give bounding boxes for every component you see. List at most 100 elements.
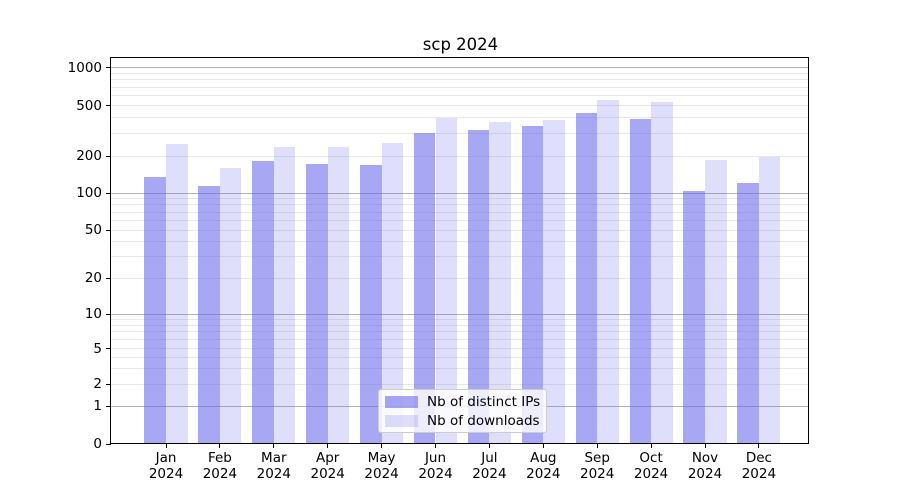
bar-distinct-ips-aug xyxy=(521,126,544,444)
legend-label-distinct-ips: Nb of distinct IPs xyxy=(427,393,541,410)
minor-gridline xyxy=(111,105,809,107)
x-tick-label-nov: Nov 2024 xyxy=(687,450,723,482)
bar-distinct-ips-jul xyxy=(467,129,490,444)
x-tick-mark xyxy=(327,444,329,448)
bar-distinct-ips-apr xyxy=(306,164,328,444)
bar-distinct-ips-nov xyxy=(683,190,705,444)
minor-gridline xyxy=(111,72,809,74)
bar-downloads-sep xyxy=(597,99,619,444)
x-tick-label-aug: Aug 2024 xyxy=(526,450,561,482)
bar-downloads-jun xyxy=(435,118,458,444)
legend: Nb of distinct IPs Nb of downloads xyxy=(378,389,547,433)
y-tick-mark xyxy=(106,67,111,68)
x-tick-label-dec: Dec 2024 xyxy=(741,450,777,482)
y-tick-label: 200 xyxy=(76,148,102,164)
minor-gridline xyxy=(111,241,809,243)
legend-item-downloads: Nb of downloads xyxy=(385,412,540,429)
y-tick-mark xyxy=(106,348,111,349)
minor-gridline xyxy=(111,331,809,333)
y-tick-label: 1000 xyxy=(67,59,102,76)
y-tick-mark xyxy=(106,405,111,407)
x-tick-label-sep: Sep 2024 xyxy=(580,450,615,482)
x-tick-mark xyxy=(542,444,544,448)
minor-gridline xyxy=(111,348,809,349)
y-tick-label: 10 xyxy=(84,306,102,322)
minor-gridline xyxy=(111,318,809,320)
y-tick-mark xyxy=(106,443,111,445)
minor-gridline xyxy=(111,95,809,97)
x-tick-label-mar: Mar 2024 xyxy=(256,450,291,482)
bar-downloads-may xyxy=(381,142,404,444)
bar-downloads-feb xyxy=(219,167,242,444)
minor-gridline xyxy=(111,277,809,279)
bar-distinct-ips-oct xyxy=(629,118,652,444)
minor-gridline xyxy=(111,383,809,385)
major-gridline xyxy=(111,313,809,315)
y-tick-label: 20 xyxy=(84,270,102,287)
minor-gridline xyxy=(111,117,809,119)
minor-gridline xyxy=(111,324,809,326)
bar-distinct-ips-jun xyxy=(413,132,436,444)
y-tick-label: 50 xyxy=(84,222,102,238)
y-tick-label: 1 xyxy=(93,398,102,414)
minor-gridline xyxy=(111,79,809,81)
x-tick-label-feb: Feb 2024 xyxy=(202,450,238,482)
x-tick-mark xyxy=(273,444,275,448)
bar-distinct-ips-mar xyxy=(252,160,274,444)
y-tick-label: 100 xyxy=(76,185,102,201)
minor-gridline xyxy=(111,198,809,200)
bar-downloads-aug xyxy=(543,120,565,444)
minor-gridline xyxy=(111,256,809,258)
minor-gridline xyxy=(111,155,809,157)
chart-title: scp 2024 xyxy=(422,35,499,54)
bar-downloads-dec xyxy=(758,156,781,444)
x-tick-mark xyxy=(165,444,167,448)
bar-downloads-nov xyxy=(705,160,727,444)
plot-frame xyxy=(110,57,809,444)
x-tick-label-jun: Jun 2024 xyxy=(418,450,453,482)
major-gridline xyxy=(111,192,809,194)
bar-distinct-ips-feb xyxy=(198,185,220,444)
y-tick-mark xyxy=(106,155,111,157)
minor-gridline xyxy=(111,211,809,213)
x-tick-label-oct: Oct 2024 xyxy=(633,450,669,482)
x-tick-label-apr: Apr 2024 xyxy=(310,450,345,482)
x-tick-mark xyxy=(758,444,760,448)
bar-downloads-jul xyxy=(489,122,511,444)
y-tick-mark xyxy=(106,229,111,231)
y-tick-mark xyxy=(106,383,111,385)
x-tick-label-jan: Jan 2024 xyxy=(148,450,184,482)
minor-gridline xyxy=(111,204,809,206)
minor-gridline xyxy=(111,356,809,358)
bar-distinct-ips-dec xyxy=(737,183,759,444)
legend-label-downloads: Nb of downloads xyxy=(427,412,540,429)
bar-downloads-oct xyxy=(651,101,673,444)
bar-downloads-apr xyxy=(327,147,350,444)
minor-gridline xyxy=(111,86,809,88)
minor-gridline xyxy=(111,219,809,221)
minor-gridline xyxy=(111,133,809,135)
y-tick-label: 0 xyxy=(93,436,102,452)
y-tick-label: 2 xyxy=(93,376,102,392)
bar-distinct-ips-may xyxy=(360,164,382,444)
minor-gridline xyxy=(111,338,809,340)
legend-swatch-downloads xyxy=(385,414,418,427)
bar-downloads-mar xyxy=(273,147,296,444)
x-tick-mark xyxy=(488,444,490,448)
y-tick-mark xyxy=(106,313,111,315)
x-tick-mark xyxy=(381,444,383,448)
y-tick-mark xyxy=(106,105,111,107)
y-tick-label: 500 xyxy=(76,97,102,114)
legend-swatch-distinct-ips xyxy=(385,395,418,408)
y-tick-mark xyxy=(106,277,111,279)
y-tick-mark xyxy=(106,192,111,194)
bar-downloads-jan xyxy=(166,143,188,444)
y-tick-label: 5 xyxy=(93,340,102,357)
x-tick-mark xyxy=(219,444,221,448)
x-tick-mark xyxy=(435,444,436,448)
x-tick-mark xyxy=(596,444,598,448)
legend-item-distinct-ips: Nb of distinct IPs xyxy=(385,393,540,410)
x-tick-label-may: May 2024 xyxy=(364,450,399,482)
bar-distinct-ips-jan xyxy=(144,176,166,444)
